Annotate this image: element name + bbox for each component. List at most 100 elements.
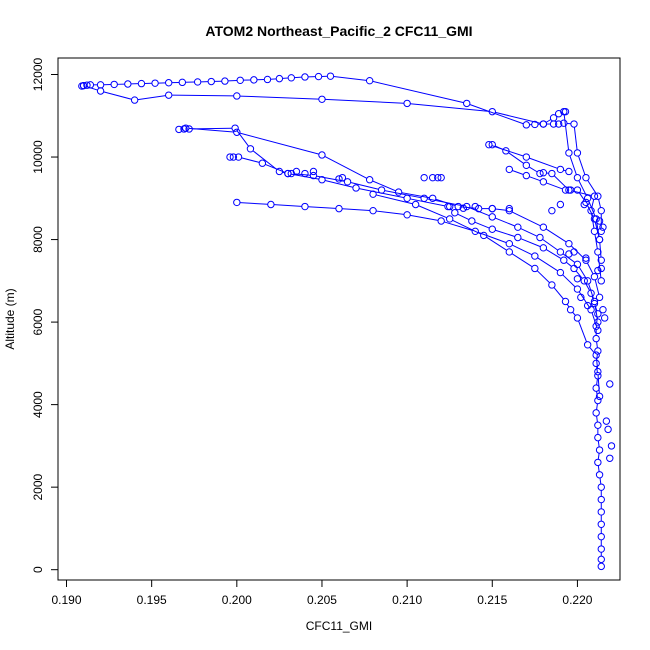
data-point <box>597 562 605 571</box>
series-1-segment <box>474 221 490 229</box>
data-point <box>151 79 159 87</box>
x-tick-label: 0.200 <box>222 593 252 607</box>
data-point <box>597 555 605 564</box>
data-point <box>599 306 607 314</box>
series-1-segment <box>575 270 583 279</box>
data-point <box>565 239 573 248</box>
data-point <box>250 76 258 84</box>
series-1-segment <box>241 157 260 163</box>
series-3-segment <box>324 156 368 179</box>
data-point <box>505 239 514 248</box>
data-point <box>233 128 241 136</box>
series-6-segment <box>587 180 597 194</box>
series-1-segment <box>597 465 600 472</box>
data-point <box>236 76 244 84</box>
data-point <box>597 206 605 215</box>
y-tick-label: 8000 <box>31 226 45 253</box>
series-3-segment <box>511 211 541 227</box>
data-point <box>221 77 229 85</box>
data-point <box>597 264 605 273</box>
series-3-segment <box>401 192 430 199</box>
data-point <box>207 77 215 86</box>
series-lines <box>86 75 602 564</box>
data-point <box>137 79 146 88</box>
data-point <box>338 173 347 182</box>
series-3-segment <box>594 279 600 295</box>
series-2-segment <box>350 182 379 190</box>
data-point <box>234 153 243 161</box>
data-point <box>536 233 544 242</box>
series-5-segment <box>586 205 594 217</box>
data-point <box>502 147 510 155</box>
series-4-segment <box>553 175 567 189</box>
data-point <box>505 248 514 256</box>
data-point <box>582 198 590 207</box>
data-point <box>595 471 604 479</box>
series-1-segment <box>457 213 470 221</box>
data-point <box>110 80 118 89</box>
data-point <box>226 153 234 161</box>
data-point <box>275 167 284 176</box>
y-axis: 0 2000 4000 6000 8000 10000 12000 <box>31 57 59 573</box>
data-point <box>597 545 605 553</box>
series-5-segment <box>546 182 563 190</box>
data-point <box>471 227 479 236</box>
series-4-segment <box>591 199 595 208</box>
series-5-segment <box>578 192 585 201</box>
series-1-segment <box>597 440 600 447</box>
series-3-segment <box>239 132 320 155</box>
series-3-segment <box>188 127 234 133</box>
data-point <box>597 508 605 516</box>
data-point <box>301 169 309 178</box>
series-2-segment <box>520 228 538 237</box>
data-point <box>182 124 190 132</box>
data-point <box>590 299 599 308</box>
data-point <box>335 204 343 213</box>
data-point <box>539 178 548 186</box>
data-point <box>485 140 493 149</box>
data-point <box>451 209 459 217</box>
series-6-segment <box>577 155 586 175</box>
data-point <box>561 186 570 194</box>
data-point <box>594 367 602 376</box>
series-4-segment <box>491 145 524 157</box>
series-1-segment <box>495 229 515 237</box>
y-tick-label: 4000 <box>31 391 45 418</box>
series-2-segment <box>252 150 278 170</box>
x-tick-label: 0.220 <box>562 593 592 607</box>
data-point <box>86 81 95 89</box>
series-9-segment <box>486 236 507 251</box>
series-4-segment <box>508 152 525 164</box>
data-point <box>566 186 575 194</box>
series-2-segment <box>495 217 516 227</box>
data-point <box>309 171 318 180</box>
data-point <box>468 217 476 225</box>
data-point <box>595 235 604 244</box>
series-4-segment <box>528 166 538 173</box>
series-6-segment <box>598 199 602 208</box>
data-point <box>556 165 565 174</box>
series-6-segment <box>469 104 524 125</box>
data-point <box>463 99 471 108</box>
data-point <box>583 301 592 310</box>
series-2-segment <box>384 190 422 199</box>
data-point <box>565 250 573 258</box>
series-7-segment <box>325 98 404 104</box>
data-point <box>570 264 578 273</box>
data-point <box>514 223 522 231</box>
series-7-segment <box>545 119 552 123</box>
series-9-segment <box>536 270 550 284</box>
data-point <box>318 95 326 103</box>
data-point <box>570 120 578 128</box>
data-point <box>580 200 588 209</box>
series-1-segment <box>585 283 590 291</box>
data-point <box>539 120 548 128</box>
plot-frame <box>57 57 621 581</box>
data-point <box>301 202 309 211</box>
data-point <box>326 72 335 80</box>
series-9-segment <box>589 346 595 353</box>
data-point <box>263 75 272 84</box>
series-1-segment <box>324 179 354 188</box>
data-point <box>583 341 592 349</box>
data-point <box>573 275 582 283</box>
